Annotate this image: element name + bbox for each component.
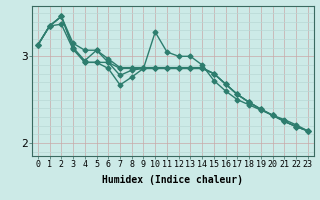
X-axis label: Humidex (Indice chaleur): Humidex (Indice chaleur) [102,175,243,185]
